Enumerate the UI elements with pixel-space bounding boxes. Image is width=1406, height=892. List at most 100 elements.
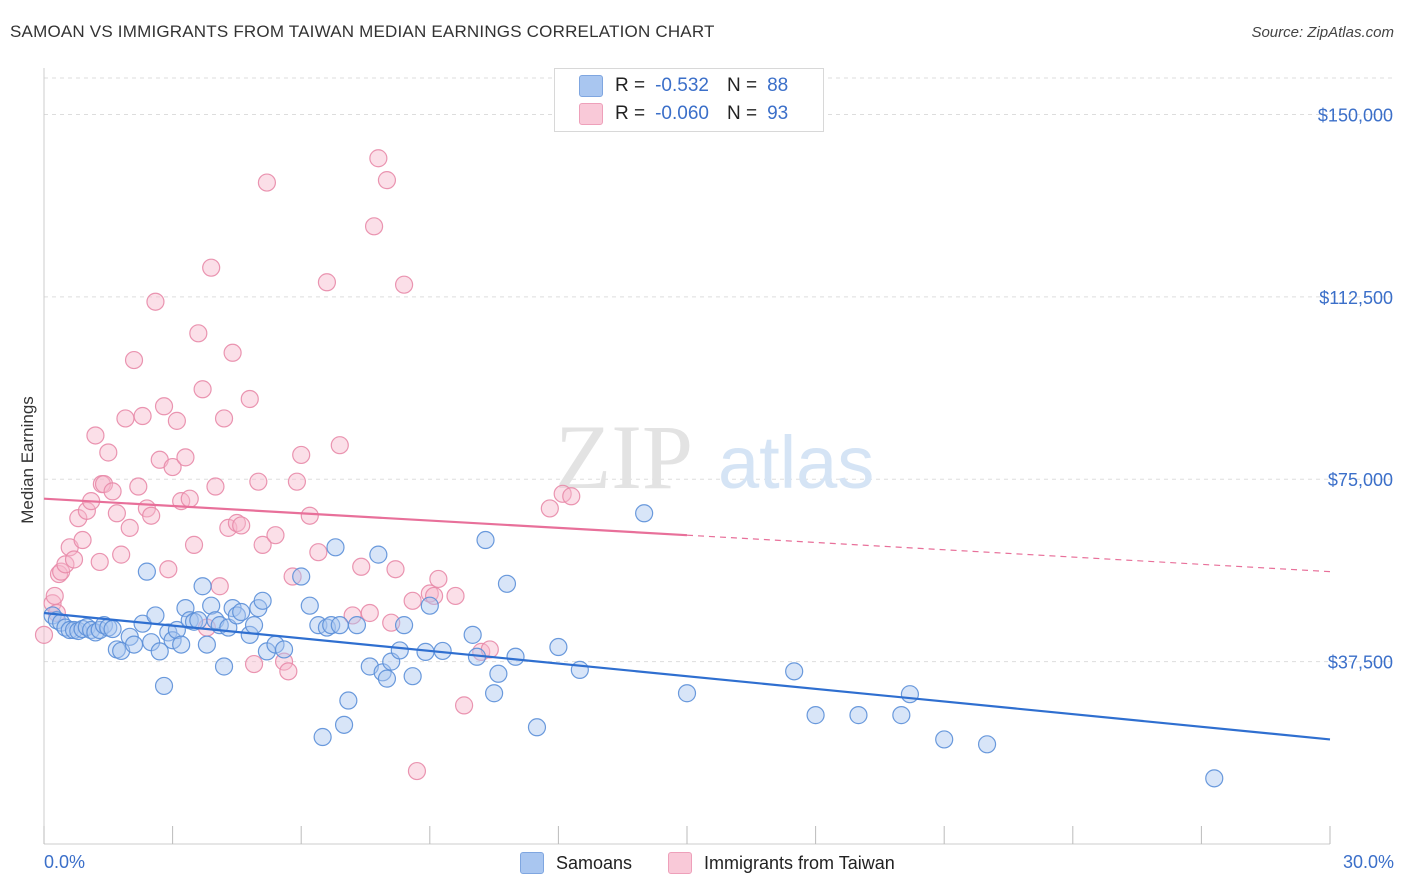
samoan-point — [150, 642, 169, 661]
taiwan-point — [64, 550, 84, 569]
axes — [43, 68, 1331, 845]
taiwan-trend-line — [43, 497, 688, 537]
taiwan-point — [454, 696, 474, 715]
legend-r-value: -0.060 — [655, 103, 709, 124]
trend-lines — [43, 497, 1331, 741]
samoan-point — [549, 637, 568, 657]
taiwan-point — [103, 482, 122, 501]
taiwan-point — [184, 535, 204, 554]
taiwan-point — [163, 457, 182, 477]
taiwan-point — [424, 586, 444, 606]
samoan-point — [635, 504, 654, 523]
taiwan-point — [317, 273, 337, 292]
y-tick-label: $75,000 — [1328, 470, 1393, 490]
samoan-point — [506, 647, 525, 666]
taiwan-point — [266, 526, 285, 545]
taiwan-point — [562, 487, 581, 506]
taiwan-point — [129, 477, 148, 496]
legend-n-label: N = — [726, 75, 758, 96]
samoan-point — [369, 545, 388, 564]
taiwan-point — [176, 448, 195, 467]
taiwan-point — [257, 173, 277, 192]
samoan-point — [300, 596, 319, 615]
y-tick-label: $112,500 — [1319, 288, 1393, 308]
taiwan-point — [240, 389, 259, 409]
samoan-point — [163, 631, 182, 650]
legend-label-taiwan: Immigrants from Taiwan — [704, 852, 895, 873]
samoan-point — [253, 591, 272, 610]
x-axis-max-label: 30.0% — [1342, 852, 1394, 872]
taiwan-point — [214, 409, 234, 428]
legend-swatch-taiwan — [579, 103, 603, 125]
taiwan-point — [167, 411, 186, 430]
samoan-point — [292, 567, 311, 586]
taiwan-point — [300, 506, 319, 525]
taiwan-point — [232, 516, 251, 535]
taiwan-point — [330, 436, 349, 455]
taiwan-point — [99, 443, 118, 462]
taiwan-point — [394, 275, 414, 294]
taiwan-point — [279, 662, 298, 681]
samoan-point — [463, 625, 482, 644]
taiwan-trend-line-extension — [686, 534, 1331, 573]
samoan-point — [497, 574, 517, 593]
samoan-point — [172, 635, 191, 654]
taiwan-point — [360, 603, 379, 623]
legend-item-taiwan[interactable]: Immigrants from Taiwan — [668, 852, 895, 874]
legend-label-samoans: Samoans — [556, 852, 633, 873]
taiwan-point — [133, 406, 152, 426]
samoan-point — [189, 611, 208, 630]
taiwan-point — [292, 445, 311, 465]
legend-swatch-taiwan — [668, 852, 692, 874]
series-samoan-points — [43, 504, 1224, 788]
taiwan-point — [142, 506, 161, 525]
taiwan-point — [287, 472, 307, 491]
samoan-point — [339, 691, 358, 710]
samoan-point — [394, 616, 414, 635]
samoan-point — [489, 664, 508, 683]
samoan-point — [137, 562, 156, 581]
taiwan-point — [253, 535, 272, 554]
correlation-legend: R = -0.532 N = 88 R = -0.060 N = 93 — [554, 68, 824, 132]
samoan-point — [103, 619, 122, 639]
samoan-point — [334, 715, 354, 734]
x-axis-min-label: 0.0% — [44, 852, 86, 872]
taiwan-point — [407, 761, 427, 781]
legend-item-samoans[interactable]: Samoans — [520, 852, 632, 874]
taiwan-point — [386, 560, 405, 579]
y-tick-labels: $37,500 $75,000 $112,500 $150,000 — [1318, 105, 1393, 672]
taiwan-point — [77, 501, 96, 520]
taiwan-point — [377, 171, 397, 190]
series-taiwan-points — [34, 149, 581, 781]
samoan-point — [806, 706, 825, 725]
legend-n-value: 93 — [767, 103, 789, 124]
taiwan-point — [210, 577, 229, 596]
taiwan-point — [540, 499, 559, 518]
taiwan-point — [364, 217, 384, 236]
taiwan-point — [189, 324, 208, 343]
legend-n-value: 88 — [767, 75, 789, 96]
samoan-point — [274, 640, 294, 659]
taiwan-point — [369, 149, 388, 168]
samoan-point — [849, 706, 868, 725]
samoan-point — [892, 706, 911, 725]
taiwan-point — [180, 489, 199, 508]
chart-source: Source: ZipAtlas.com — [1251, 24, 1394, 41]
taiwan-point — [112, 545, 131, 564]
y-axis-label: Median Earnings — [18, 396, 37, 524]
samoan-point — [1205, 769, 1224, 788]
watermark: ZIP atlas — [555, 406, 874, 508]
taiwan-point — [202, 258, 221, 277]
samoan-point — [390, 641, 409, 660]
taiwan-point — [116, 409, 135, 428]
samoan-point — [193, 577, 212, 596]
series-legend: Samoans Immigrants from Taiwan — [0, 852, 1406, 878]
taiwan-point — [352, 557, 371, 576]
samoan-point — [154, 676, 174, 696]
taiwan-point — [429, 569, 448, 589]
samoan-point — [377, 669, 397, 688]
taiwan-point — [90, 552, 109, 572]
taiwan-point — [446, 586, 465, 606]
samoan-point — [977, 735, 997, 754]
